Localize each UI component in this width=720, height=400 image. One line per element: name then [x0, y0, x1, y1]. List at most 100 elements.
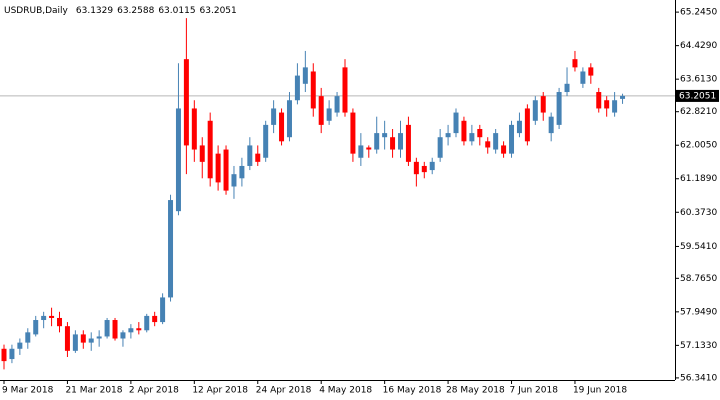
candle-body — [183, 59, 189, 146]
candle-body — [223, 149, 229, 191]
candle-body — [612, 100, 618, 113]
candle-body — [255, 153, 261, 162]
open-value: 63.1329 — [76, 6, 113, 16]
candle-body — [461, 120, 467, 142]
candle-body — [405, 124, 411, 162]
candle-body — [493, 133, 499, 150]
y-tick-label: 65.2450 — [680, 8, 717, 18]
candle-body — [469, 133, 475, 142]
y-tick-label: 57.1330 — [680, 341, 717, 351]
candle-body — [421, 165, 427, 173]
candle-body — [334, 96, 340, 113]
candle-body — [588, 67, 594, 76]
candle-body — [485, 141, 491, 148]
x-tick-label: 9 Mar 2018 — [2, 386, 54, 396]
candle-body — [548, 116, 554, 134]
candle-body — [398, 133, 403, 150]
candle-body — [279, 112, 285, 142]
candle-body — [263, 124, 269, 158]
close-value: 63.2051 — [200, 6, 237, 16]
candle-body — [382, 133, 388, 138]
y-tick-label: 60.3730 — [680, 208, 717, 218]
candle-body — [374, 133, 380, 150]
candle-body — [437, 137, 443, 158]
candle-body — [25, 332, 31, 343]
candle-body — [191, 108, 197, 150]
candle-body — [72, 334, 78, 351]
candle-body — [524, 108, 530, 142]
candle-body — [96, 336, 102, 339]
candle-body — [41, 315, 47, 321]
candle-body — [477, 128, 483, 138]
y-tick-label: 57.9490 — [680, 307, 717, 317]
candle-body — [175, 108, 181, 212]
candle-body — [453, 112, 459, 134]
candle-body — [445, 133, 451, 138]
candle-body — [604, 100, 610, 109]
candle-body — [239, 165, 245, 179]
x-tick-label: 12 Apr 2018 — [192, 386, 248, 396]
candle-body — [310, 71, 316, 109]
candle-body — [413, 161, 419, 175]
candle-body — [1, 348, 7, 362]
candle-body — [160, 297, 166, 323]
low-value: 63.0115 — [158, 6, 195, 16]
candle-body — [350, 112, 356, 154]
candle-body — [168, 200, 174, 298]
chart-header: USDRUB,Daily 63.1329 63.2588 63.0115 63.2051 — [4, 6, 237, 16]
high-value: 63.2588 — [117, 6, 154, 16]
candle-body — [88, 338, 94, 343]
current-price-box — [676, 89, 719, 102]
candle-body — [366, 147, 372, 150]
candle-body — [318, 96, 324, 125]
candle-body — [120, 332, 126, 339]
candle-body — [596, 92, 602, 109]
candle-body — [326, 108, 332, 121]
candle-body — [271, 108, 277, 125]
candle-body — [429, 161, 435, 171]
candle-body — [215, 153, 221, 183]
y-tick-label: 63.6130 — [680, 75, 717, 85]
candle-body — [532, 100, 538, 121]
current-price-label: 63.2051 — [679, 91, 716, 101]
candle-body — [104, 320, 110, 337]
candle-body — [207, 120, 213, 179]
candle-body — [509, 124, 515, 154]
y-tick-label: 64.4290 — [680, 41, 717, 51]
candle-body — [64, 326, 70, 351]
candle-body — [80, 334, 86, 343]
candle-body — [17, 342, 23, 349]
candle-body — [358, 145, 364, 158]
candle-body — [247, 145, 253, 166]
x-tick-label: 21 Mar 2018 — [65, 386, 122, 396]
y-tick-label: 56.3410 — [680, 373, 717, 383]
candle-body — [286, 100, 292, 138]
candle-body — [112, 320, 118, 339]
candle-body — [33, 320, 39, 335]
candle-body — [580, 71, 586, 84]
y-tick-label: 59.5410 — [680, 242, 717, 252]
x-tick-label: 28 May 2018 — [446, 386, 505, 396]
candle-body — [501, 145, 507, 154]
candle-body — [342, 67, 348, 113]
y-tick-label: 62.8210 — [680, 107, 717, 117]
candle-body — [57, 317, 63, 327]
candle-body — [516, 120, 522, 134]
candle-body — [136, 328, 142, 331]
x-tick-label: 24 Apr 2018 — [256, 386, 312, 396]
x-tick-label: 16 May 2018 — [383, 386, 442, 396]
candle-body — [572, 59, 578, 68]
candle-body — [540, 96, 546, 113]
candle-body — [9, 348, 15, 360]
y-tick-label: 62.0050 — [680, 141, 717, 151]
candle-body — [128, 328, 134, 333]
x-tick-label: 2 Apr 2018 — [129, 386, 179, 396]
candle-body — [390, 137, 396, 150]
candle-body — [294, 75, 300, 101]
candle-body — [302, 67, 308, 84]
candle-body — [564, 83, 570, 93]
y-tick-label: 61.1890 — [680, 174, 717, 184]
y-tick-label: 58.7650 — [680, 274, 717, 284]
